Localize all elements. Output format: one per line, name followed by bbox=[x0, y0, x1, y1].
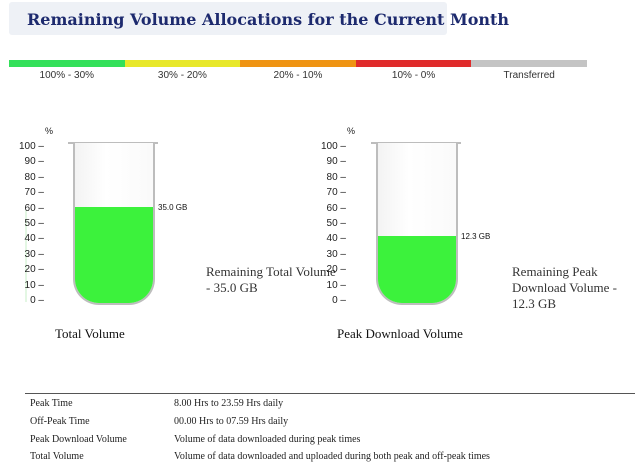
beaker-peak bbox=[376, 143, 458, 305]
percent-unit-label: % bbox=[347, 126, 356, 136]
definition-desc: 00.00 Hrs to 07.59 Hrs daily bbox=[174, 416, 289, 427]
definition-term: Peak Download Volume bbox=[30, 434, 127, 445]
definition-desc: 8.00 Hrs to 23.59 Hrs daily bbox=[174, 398, 284, 409]
legend-label: 30% - 20% bbox=[157, 70, 207, 81]
definition-desc: Volume of data downloaded and uploaded d… bbox=[174, 451, 490, 462]
scale-tick-label: 20 – bbox=[24, 264, 44, 276]
percent-unit-label: % bbox=[45, 126, 54, 136]
scale-tick-label: 40 – bbox=[326, 233, 346, 245]
legend-swatch-grey bbox=[471, 60, 587, 67]
volume-fill bbox=[378, 235, 456, 303]
gauge-caption: Total Volume bbox=[55, 326, 125, 341]
scale-tick-label: 80 – bbox=[326, 171, 346, 183]
scale-tick-label: 100 – bbox=[320, 141, 346, 152]
fill-value-label: 12.3 GB bbox=[461, 231, 491, 241]
scale-tick-label: 90 – bbox=[24, 156, 44, 168]
scale-tick-label: 80 – bbox=[24, 171, 44, 183]
scale-tick-label: 20 – bbox=[326, 264, 346, 276]
legend-swatch-red bbox=[355, 60, 472, 67]
legend-label: 100% - 30% bbox=[39, 70, 95, 81]
definition-term: Off-Peak Time bbox=[30, 416, 90, 427]
scale-tick-label: 50 – bbox=[24, 218, 44, 229]
section-divider bbox=[25, 393, 635, 394]
scale-tick-label: 30 – bbox=[24, 248, 44, 260]
legend-label: 20% - 10% bbox=[273, 70, 323, 81]
scale-tick-label: 70 – bbox=[24, 187, 44, 199]
definition-desc: Volume of data downloaded during peak ti… bbox=[174, 434, 361, 445]
scale-tick-label: 30 – bbox=[326, 248, 346, 260]
scale-tick-label: 90 – bbox=[326, 156, 346, 168]
legend-item-orange: 20% - 10% bbox=[240, 60, 356, 84]
volume-fill bbox=[75, 207, 153, 303]
legend-swatch-green bbox=[9, 60, 125, 67]
scale-tick-label: 70 – bbox=[326, 187, 346, 199]
fill-value-label: 35.0 GB bbox=[158, 203, 188, 212]
scale-tick-label: 100 – bbox=[18, 141, 44, 152]
scale-tick-label: 50 – bbox=[326, 218, 346, 229]
legend-label: Transferred bbox=[503, 70, 555, 81]
page-title: Remaining Volume Allocations for the Cur… bbox=[27, 10, 510, 29]
gauge-caption: Peak Download Volume bbox=[337, 326, 463, 341]
legend-item-green: 100% - 30% bbox=[9, 60, 125, 84]
scale-tick-label: 10 – bbox=[24, 279, 44, 291]
definition-term: Peak Time bbox=[30, 398, 73, 409]
legend-item-yellow: 30% - 20% bbox=[124, 60, 241, 84]
scale-tick-label: 40 – bbox=[24, 233, 44, 245]
panel-edge bbox=[25, 210, 27, 302]
scale-tick-label: 0 – bbox=[30, 295, 44, 306]
remaining-peak-text: Remaining Peak Download Volume - 12.3 GB bbox=[512, 264, 617, 311]
scale-tick-label: 0 – bbox=[332, 295, 346, 306]
usage-legend: 100% - 30% 30% - 20% 20% - 10% 10% - 0% … bbox=[9, 60, 587, 84]
beaker-total bbox=[73, 143, 155, 305]
legend-swatch-yellow bbox=[124, 60, 241, 67]
legend-item-grey: Transferred bbox=[471, 60, 587, 84]
page-title-box: Remaining Volume Allocations for the Cur… bbox=[9, 2, 509, 35]
scale-tick-label: 10 – bbox=[326, 279, 346, 291]
scale-tick-label: 60 – bbox=[24, 202, 44, 214]
legend-swatch-orange bbox=[240, 60, 356, 67]
definition-term: Total Volume bbox=[30, 451, 84, 462]
legend-label: 10% - 0% bbox=[391, 70, 436, 81]
scale-tick-label: 60 – bbox=[326, 202, 346, 214]
legend-item-red: 10% - 0% bbox=[355, 60, 472, 84]
remaining-total-text: Remaining Total Volume - 35.0 GB bbox=[206, 264, 336, 295]
